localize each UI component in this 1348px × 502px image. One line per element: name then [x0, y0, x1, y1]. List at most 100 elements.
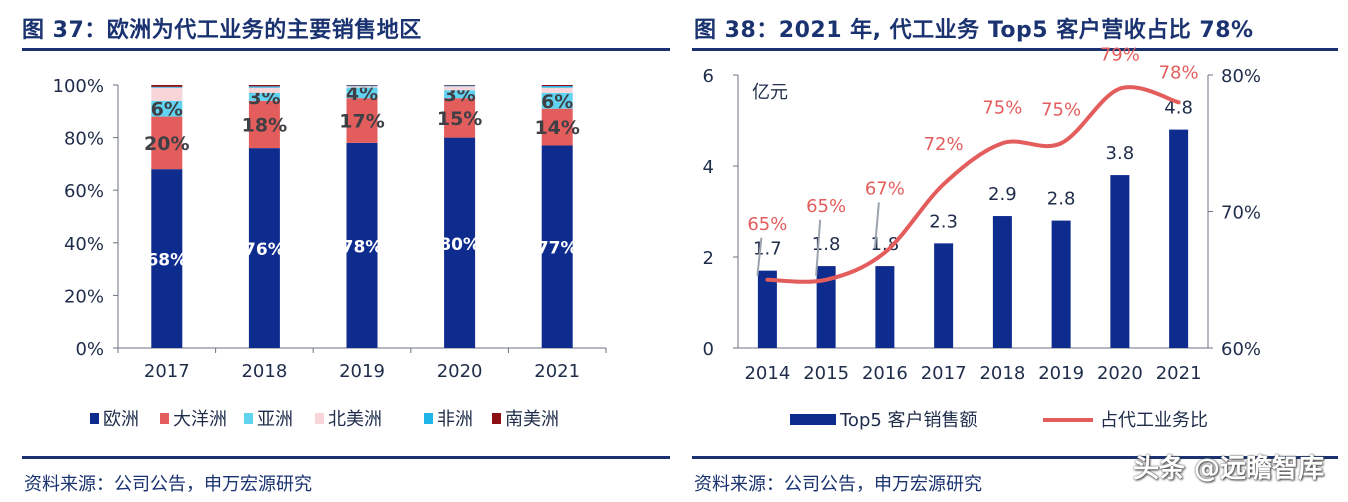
line-data-label: 79%: [1100, 45, 1140, 66]
left-y-tick-label: 6: [703, 66, 714, 87]
left-title-rule: [22, 48, 670, 51]
right-y-tick-label: 70%: [1221, 203, 1261, 224]
bar-data-label: 4.8: [1164, 98, 1193, 119]
bar-segment-亚洲: [444, 90, 476, 99]
bar-segment-亚洲: [346, 87, 378, 99]
legend-label-北美洲: 北美洲: [328, 409, 382, 430]
bar-segment-南美洲: [541, 85, 573, 87]
line-data-label: 72%: [924, 134, 964, 155]
line-data-label: 65%: [806, 196, 846, 217]
bar-top5-sales: [1169, 129, 1189, 348]
data-label: 15%: [437, 108, 482, 130]
bar-top5-sales: [816, 266, 836, 348]
unit-label: 亿元: [752, 82, 788, 103]
bar-data-label: 1.8: [871, 234, 900, 255]
bar-segment-大洋洲: [151, 116, 183, 170]
legend-swatch-北美洲: [315, 413, 324, 424]
right-source-note: 资料来源：公司公告，申万宏源研究: [694, 474, 982, 495]
legend-swatch-南美洲: [492, 413, 501, 424]
x-tick-label: 2020: [1097, 363, 1143, 384]
x-tick-label: 2014: [744, 363, 790, 384]
x-tick-label: 2019: [1038, 363, 1084, 384]
bar-data-label: 2.8: [1047, 189, 1076, 210]
legend-swatch-大洋洲: [160, 413, 169, 424]
bar-segment-欧洲: [444, 137, 476, 348]
y-tick-label: 100%: [53, 76, 104, 97]
x-tick-label: 2020: [437, 361, 483, 382]
bar-top5-sales: [1110, 175, 1130, 348]
bar-segment-非洲: [346, 85, 378, 87]
x-tick-label: 2019: [339, 361, 385, 382]
bar-top5-sales: [757, 270, 777, 348]
y-tick-label: 0%: [75, 339, 104, 360]
right-y-tick-label: 60%: [1221, 339, 1261, 360]
x-tick-label: 2021: [534, 361, 580, 382]
bar-segment-南美洲: [346, 85, 378, 86]
legend-swatch-bars: [790, 414, 836, 425]
bar-top5-sales: [875, 266, 895, 348]
x-tick-label: 2016: [862, 363, 908, 384]
data-label: 17%: [339, 111, 384, 133]
x-tick-label: 2017: [921, 363, 967, 384]
bar-segment-欧洲: [541, 145, 573, 348]
bar-data-label: 2.3: [929, 211, 958, 232]
data-label: 6%: [151, 99, 183, 121]
data-label: 76%: [244, 240, 285, 260]
bar-top5-sales: [992, 216, 1012, 348]
bar-segment-大洋洲: [444, 98, 476, 138]
line-data-label: 65%: [747, 214, 787, 235]
bar-segment-非洲: [541, 86, 573, 88]
legend-label-亚洲: 亚洲: [257, 409, 293, 430]
y-tick-label: 80%: [64, 129, 104, 150]
bar-data-label: 1.8: [812, 234, 841, 255]
right-chart-title: 图 38：2021 年, 代工业务 Top5 客户营收占比 78%: [694, 18, 1254, 43]
left-stacked-bar-chart: 0% 20% 40% 60% 80% 100% 2017 68% 20% 6% 2018 76% 18%…: [53, 76, 607, 430]
data-label: 18%: [242, 114, 287, 136]
y-tick-label: 40%: [64, 234, 104, 255]
bar-segment-亚洲: [541, 92, 573, 109]
bar-segment-北美洲: [346, 86, 378, 88]
bar-segment-南美洲: [248, 85, 280, 87]
right-y-tick-label: 80%: [1221, 66, 1261, 87]
x-tick-label: 2015: [803, 363, 849, 384]
watermark: 头条 @远瞻智库: [1132, 454, 1324, 484]
right-panel: 图 38：2021 年, 代工业务 Top5 客户营收占比 78% 0 2 4 6 60…: [688, 0, 1348, 502]
leader-line: [873, 202, 880, 249]
legend-label-bars: Top5 客户销售额: [839, 410, 978, 431]
legend-swatch-欧洲: [90, 413, 99, 424]
bar-top5-sales: [1051, 220, 1071, 348]
bar-segment-北美洲: [151, 87, 183, 101]
data-label: 6%: [541, 91, 573, 113]
line-data-label: 78%: [1159, 62, 1199, 83]
bar-segment-北美洲: [248, 87, 280, 93]
data-label: 78%: [342, 237, 383, 257]
line-share-series: [765, 85, 1181, 284]
legend-label-欧洲: 欧洲: [103, 409, 139, 430]
bar-segment-大洋洲: [541, 108, 573, 146]
bar-segment-大洋洲: [248, 100, 280, 149]
right-title-rule: [692, 48, 1338, 51]
left-source-note: 资料来源：公司公告，申万宏源研究: [24, 474, 312, 495]
bar-segment-大洋洲: [346, 98, 378, 143]
legend-label-line: 占代工业务比: [1100, 410, 1208, 431]
bar-segment-亚洲: [248, 92, 280, 101]
left-chart-title: 图 37：欧洲为代工业务的主要销售地区: [22, 18, 422, 43]
data-label: 80%: [439, 235, 480, 255]
legend-label-非洲: 非洲: [437, 409, 473, 430]
bar-segment-非洲: [444, 85, 476, 87]
legend-swatch-亚洲: [244, 413, 253, 424]
x-tick-label: 2018: [241, 361, 287, 382]
data-label: 20%: [144, 133, 189, 155]
bar-data-label: 2.9: [988, 184, 1017, 205]
bar-data-label: 3.8: [1106, 143, 1135, 164]
left-source-rule: [22, 456, 670, 459]
right-source-rule: [692, 456, 1338, 459]
left-y-tick-label: 2: [703, 248, 714, 269]
left-panel: 图 37：欧洲为代工业务的主要销售地区 0% 20% 40% 60% 80% 100% 20…: [0, 0, 672, 502]
legend-swatch-非洲: [424, 413, 433, 424]
data-label: 4%: [346, 83, 378, 105]
bar-segment-亚洲: [151, 100, 183, 117]
line-data-label: 75%: [982, 97, 1022, 118]
leader-line: [815, 219, 822, 276]
data-label: 77%: [537, 239, 578, 259]
